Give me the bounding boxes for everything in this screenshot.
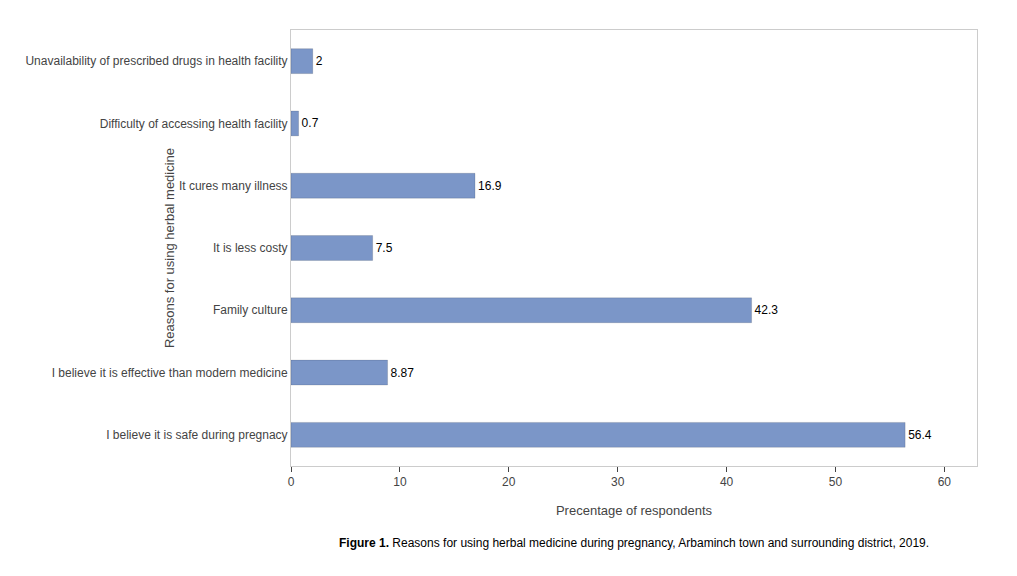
svg-text:10: 10: [393, 475, 407, 489]
svg-text:16.9: 16.9: [478, 179, 502, 193]
svg-text:I believe it is effective than: I believe it is effective than modern me…: [52, 366, 288, 380]
svg-text:0: 0: [288, 475, 295, 489]
svg-text:Difficulty of accessing health: Difficulty of accessing health facility: [100, 117, 288, 131]
svg-text:56.4: 56.4: [908, 428, 932, 442]
svg-text:8.87: 8.87: [391, 366, 415, 380]
svg-text:2: 2: [316, 54, 323, 68]
svg-text:Figure 1. Reasons for using he: Figure 1. Reasons for using herbal medic…: [339, 536, 929, 550]
svg-text:I believe it is safe during pr: I believe it is safe during pregnacy: [106, 428, 287, 442]
svg-text:0.7: 0.7: [302, 116, 319, 130]
svg-text:30: 30: [611, 475, 625, 489]
svg-text:Unavailability of prescribed d: Unavailability of prescribed drugs in he…: [25, 54, 287, 68]
svg-text:50: 50: [829, 475, 843, 489]
svg-text:7.5: 7.5: [376, 241, 393, 255]
svg-text:Family culture: Family culture: [213, 303, 288, 317]
svg-text:Reasons for using herbal medic: Reasons for using herbal medicine: [162, 148, 177, 348]
svg-text:Precentage of respondents: Precentage of respondents: [556, 503, 713, 518]
svg-text:42.3: 42.3: [755, 303, 779, 317]
svg-text:40: 40: [720, 475, 734, 489]
svg-text:It cures many illness: It cures many illness: [179, 179, 288, 193]
svg-text:20: 20: [502, 475, 516, 489]
svg-text:It is less costy: It is less costy: [213, 241, 288, 255]
svg-text:60: 60: [938, 475, 952, 489]
